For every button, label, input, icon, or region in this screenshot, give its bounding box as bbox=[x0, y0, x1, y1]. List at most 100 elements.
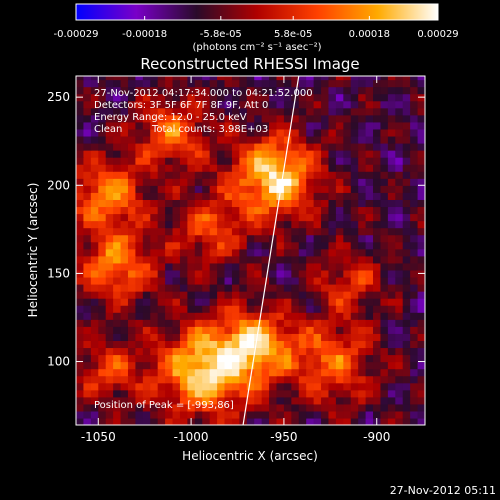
heatmap-cell bbox=[254, 375, 263, 384]
heatmap-cell bbox=[335, 326, 344, 334]
heatmap-cell bbox=[179, 305, 188, 313]
heatmap-cell bbox=[410, 135, 419, 144]
heatmap-cell bbox=[261, 291, 270, 299]
heatmap-cell bbox=[402, 312, 411, 320]
heatmap-cell bbox=[261, 305, 270, 313]
heatmap-cell bbox=[373, 354, 382, 363]
heatmap-cell bbox=[283, 396, 292, 405]
heatmap-cell bbox=[387, 227, 396, 236]
heatmap-cell bbox=[417, 382, 425, 391]
heatmap-cell bbox=[150, 248, 159, 257]
heatmap-cell bbox=[209, 171, 218, 179]
heatmap-cell bbox=[373, 291, 382, 299]
heatmap-cell bbox=[224, 157, 233, 165]
heatmap-cell bbox=[306, 164, 315, 172]
heatmap-cell bbox=[365, 283, 374, 292]
heatmap-cell bbox=[298, 305, 307, 313]
heatmap-cell bbox=[313, 227, 322, 236]
heatmap-cell bbox=[120, 192, 129, 200]
heatmap-cell bbox=[105, 142, 114, 151]
heatmap-cell bbox=[417, 305, 425, 313]
heatmap-cell bbox=[142, 241, 151, 250]
heatmap-cell bbox=[179, 100, 188, 109]
heatmap-cell bbox=[283, 262, 292, 271]
heatmap-cell bbox=[328, 276, 337, 285]
heatmap-cell bbox=[187, 192, 196, 200]
heatmap-cell bbox=[328, 192, 337, 200]
heatmap-cell bbox=[380, 298, 389, 306]
heatmap-cell bbox=[291, 291, 300, 299]
heatmap-cell bbox=[224, 227, 233, 236]
heatmap-cell bbox=[172, 340, 181, 349]
heatmap-cell bbox=[321, 312, 330, 320]
heatmap-cell bbox=[76, 283, 85, 292]
heatmap-cell bbox=[194, 234, 203, 243]
heatmap-cell bbox=[350, 150, 359, 158]
heatmap-cell bbox=[187, 220, 196, 229]
heatmap-cell bbox=[402, 142, 411, 151]
heatmap-cell bbox=[343, 298, 352, 306]
heatmap-cell bbox=[98, 262, 107, 271]
heatmap-cell bbox=[387, 269, 396, 278]
heatmap-cell bbox=[187, 347, 196, 356]
heatmap-cell bbox=[276, 298, 285, 306]
heatmap-cell bbox=[179, 79, 188, 88]
heatmap-cell bbox=[254, 291, 263, 299]
heatmap-cell bbox=[120, 164, 129, 172]
heatmap-cell bbox=[209, 368, 218, 377]
heatmap-cell bbox=[224, 241, 233, 250]
heatmap-cell bbox=[113, 283, 122, 292]
heatmap-cell bbox=[224, 248, 233, 257]
heatmap-cell bbox=[387, 171, 396, 179]
heatmap-cell bbox=[187, 269, 196, 278]
heatmap-cell bbox=[313, 150, 322, 158]
heatmap-cell bbox=[209, 192, 218, 200]
heatmap-cell bbox=[224, 403, 233, 412]
heatmap-cell bbox=[269, 220, 278, 229]
heatmap-cell bbox=[261, 361, 270, 370]
heatmap-cell bbox=[187, 79, 196, 88]
heatmap-cell bbox=[402, 333, 411, 341]
heatmap-cell bbox=[335, 305, 344, 313]
heatmap-cell bbox=[358, 368, 367, 377]
heatmap-cell bbox=[202, 417, 211, 425]
heatmap-cell bbox=[90, 262, 99, 271]
heatmap-cell bbox=[298, 403, 307, 412]
heatmap-cell bbox=[298, 269, 307, 278]
heatmap-cell bbox=[98, 93, 107, 102]
heatmap-cell bbox=[231, 276, 240, 285]
heatmap-cell bbox=[150, 93, 159, 102]
heatmap-cell bbox=[306, 185, 315, 193]
heatmap-cell bbox=[224, 319, 233, 327]
heatmap-cell bbox=[298, 93, 307, 102]
heatmap-cell bbox=[209, 164, 218, 172]
heatmap-cell bbox=[83, 86, 92, 95]
heatmap-cell bbox=[410, 107, 419, 116]
heatmap-cell bbox=[157, 375, 166, 384]
heatmap-cell bbox=[373, 121, 382, 130]
heatmap-cell bbox=[83, 340, 92, 349]
heatmap-cell bbox=[202, 298, 211, 306]
heatmap-cell bbox=[239, 326, 248, 334]
heatmap-cell bbox=[269, 79, 278, 88]
heatmap-cell bbox=[76, 389, 85, 398]
heatmap-cell bbox=[165, 227, 174, 236]
heatmap-cell bbox=[150, 79, 159, 88]
heatmap-cell bbox=[417, 347, 425, 356]
heatmap-cell bbox=[246, 354, 255, 363]
heatmap-cell bbox=[142, 389, 151, 398]
heatmap-cell bbox=[150, 178, 159, 186]
heatmap-cell bbox=[157, 164, 166, 172]
heatmap-cell bbox=[261, 76, 270, 81]
heatmap-cell bbox=[246, 340, 255, 349]
heatmap-cell bbox=[157, 255, 166, 264]
heatmap-cell bbox=[172, 396, 181, 405]
heatmap-cell bbox=[113, 375, 122, 384]
heatmap-cell bbox=[105, 291, 114, 299]
heatmap-cell bbox=[217, 178, 226, 186]
heatmap-cell bbox=[380, 262, 389, 271]
heatmap-cell bbox=[410, 234, 419, 243]
heatmap-cell bbox=[127, 417, 137, 425]
heatmap-cells bbox=[76, 76, 425, 425]
heatmap-cell bbox=[387, 319, 396, 327]
